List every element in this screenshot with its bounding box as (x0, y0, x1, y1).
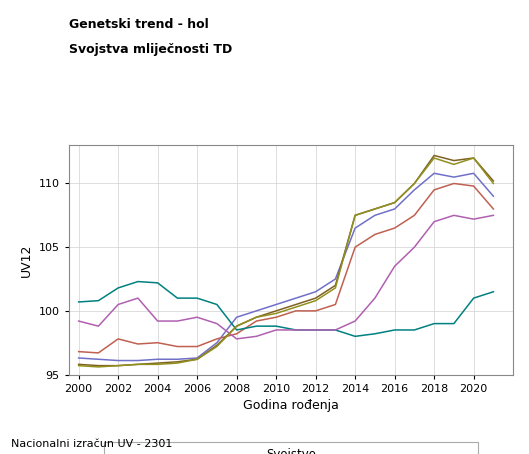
Y-axis label: UV12: UV12 (20, 243, 33, 276)
Text: Genetski trend - hol: Genetski trend - hol (69, 18, 208, 31)
Text: Nacionalni izračun UV - 2301: Nacionalni izračun UV - 2301 (11, 439, 172, 449)
Text: Svojstva mliječnosti TD: Svojstva mliječnosti TD (69, 43, 232, 56)
X-axis label: Godina rođenja: Godina rođenja (243, 399, 339, 412)
Legend: dnevna kol. mlijeka, dnevna kol. masti, dnevni sadržaj masti, dnevna kol. bjelan: dnevna kol. mlijeka, dnevna kol. masti, … (104, 442, 478, 454)
